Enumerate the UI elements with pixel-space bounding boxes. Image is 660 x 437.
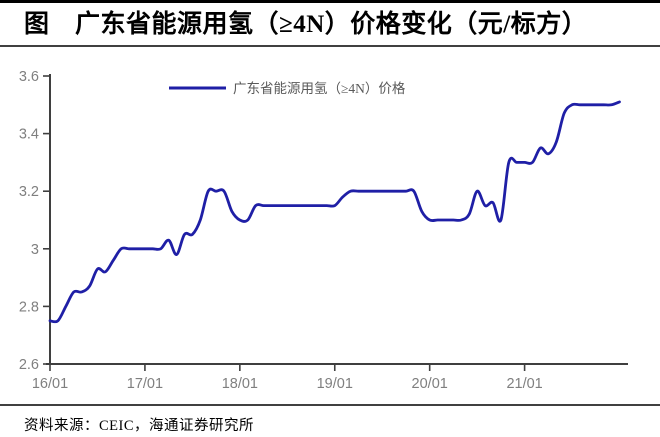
source-note: 资料来源：CEIC，海通证券研究所 — [24, 418, 255, 434]
footer-divider — [0, 404, 660, 406]
y-tick-label: 3.2 — [19, 184, 39, 200]
legend-label: 广东省能源用氢（≥4N）价格 — [233, 81, 406, 96]
price-line-series — [48, 100, 621, 324]
x-tick-label: 17/01 — [127, 376, 163, 392]
chart-area: 3.6 3.4 3.2 3 2.8 2.6 16/01 17/01 18/01 19/01 20/0… — [0, 47, 660, 404]
figure-title: 图 广东省能源用氢（≥4N）价格变化（元/标方） — [24, 11, 588, 38]
x-tick-label: 21/01 — [506, 376, 542, 392]
x-tick-label: 19/01 — [317, 376, 353, 392]
y-tick-label: 3.6 — [19, 69, 39, 85]
axes-layer: 3.6 3.4 3.2 3 2.8 2.6 16/01 17/01 18/01 19/01 20/0… — [19, 69, 628, 392]
y-tick-label: 2.8 — [19, 299, 39, 315]
title-divider — [0, 45, 660, 47]
x-tick-label: 18/01 — [222, 376, 258, 392]
price-line-chart: 3.6 3.4 3.2 3 2.8 2.6 16/01 17/01 18/01 19/01 20/0… — [19, 69, 628, 392]
series-layer — [48, 100, 621, 324]
y-tick-label: 3.4 — [19, 127, 39, 143]
x-tick-label: 16/01 — [32, 376, 68, 392]
y-tick-label: 3 — [31, 242, 39, 258]
chart-legend: 广东省能源用氢（≥4N）价格 — [169, 81, 406, 96]
x-tick-label: 20/01 — [412, 376, 448, 392]
y-tick-label: 2.6 — [19, 357, 39, 373]
